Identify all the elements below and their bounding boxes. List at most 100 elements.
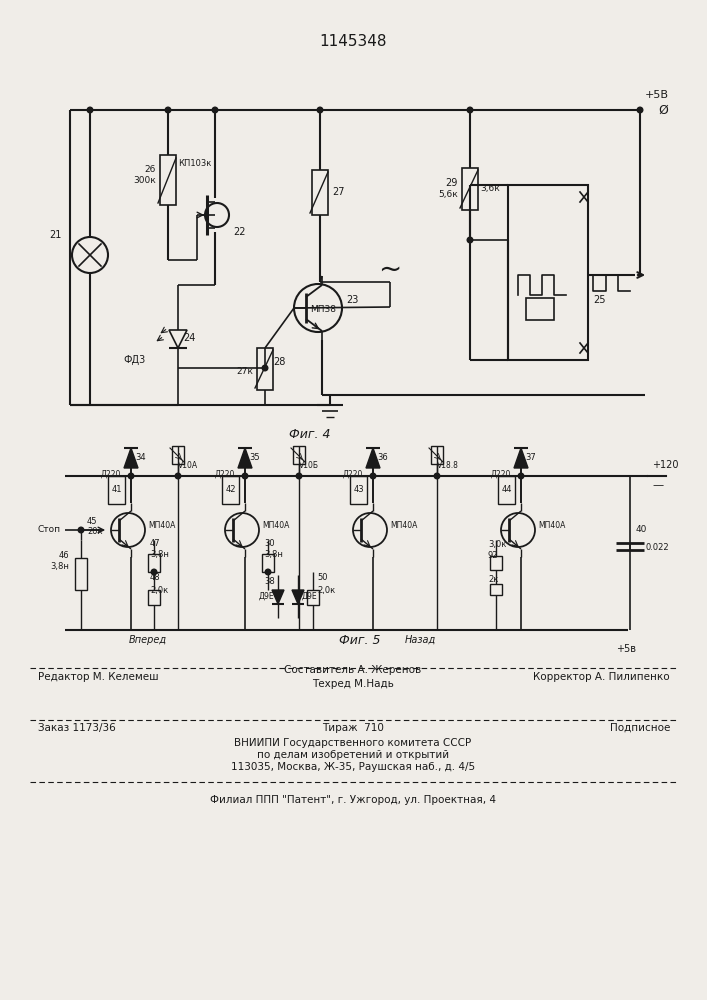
Polygon shape	[514, 448, 528, 468]
Text: 37: 37	[525, 454, 536, 462]
Text: V10А: V10А	[178, 461, 198, 470]
Text: 46: 46	[59, 552, 69, 560]
Text: Ø: Ø	[658, 104, 668, 116]
Bar	[490, 556, 502, 570]
Bar	[148, 554, 160, 572]
Text: 20к: 20к	[87, 528, 103, 536]
Text: КП103к: КП103к	[178, 158, 211, 167]
Text: 21: 21	[49, 230, 62, 240]
Text: V18.8: V18.8	[437, 461, 459, 470]
Text: 27к: 27к	[236, 367, 253, 376]
Text: 30: 30	[264, 540, 274, 548]
Bar	[75, 558, 87, 590]
Text: Д9Е: Д9Е	[258, 591, 274, 600]
Text: 36: 36	[377, 454, 387, 462]
Bar	[431, 446, 443, 464]
Circle shape	[212, 107, 218, 113]
Circle shape	[518, 473, 524, 479]
Text: V10Б: V10Б	[299, 461, 319, 470]
Text: МП40А: МП40А	[148, 522, 175, 530]
Text: +120: +120	[652, 460, 679, 470]
Text: Фиг. 4: Фиг. 4	[289, 428, 331, 442]
Text: ~: ~	[378, 256, 402, 284]
Circle shape	[434, 473, 440, 479]
Circle shape	[637, 107, 643, 113]
Circle shape	[467, 107, 473, 113]
Bar	[350, 476, 367, 504]
Circle shape	[262, 365, 268, 371]
Text: МП40А: МП40А	[262, 522, 289, 530]
Text: 50: 50	[317, 574, 327, 582]
Text: 42: 42	[226, 486, 235, 494]
Bar	[172, 446, 184, 464]
Text: 35: 35	[249, 454, 259, 462]
Text: по делам изобретений и открытий: по делам изобретений и открытий	[257, 750, 449, 760]
Bar	[312, 170, 328, 215]
Text: 40: 40	[636, 526, 648, 534]
Circle shape	[128, 473, 134, 479]
Bar	[160, 155, 176, 205]
Polygon shape	[124, 448, 138, 468]
Text: Д220: Д220	[215, 470, 235, 479]
Bar	[490, 584, 502, 595]
Circle shape	[175, 473, 181, 479]
Text: Назад: Назад	[404, 635, 436, 645]
Text: Вперед: Вперед	[129, 635, 167, 645]
Text: ВНИИПИ Государственного комитета СССР: ВНИИПИ Государственного комитета СССР	[235, 738, 472, 748]
Text: Корректор А. Пилипенко: Корректор А. Пилипенко	[533, 672, 670, 682]
Text: 3,6к: 3,6к	[480, 184, 500, 192]
Text: МП40А: МП40А	[390, 522, 417, 530]
Circle shape	[317, 107, 323, 113]
Text: —: —	[652, 480, 663, 490]
Text: 2,0к: 2,0к	[150, 585, 168, 594]
Text: 5,6к: 5,6к	[438, 190, 458, 200]
Text: Д220: Д220	[100, 470, 121, 479]
Text: 0.022: 0.022	[646, 542, 670, 552]
Text: 28: 28	[273, 357, 286, 367]
Text: 3,8н: 3,8н	[150, 550, 169, 558]
Text: Составитель А. Жеренов: Составитель А. Жеренов	[284, 665, 421, 675]
Text: 48: 48	[150, 574, 160, 582]
Bar	[508, 185, 588, 360]
Text: 3,8н: 3,8н	[264, 550, 283, 558]
Circle shape	[151, 569, 157, 575]
Polygon shape	[292, 590, 304, 604]
Text: 27: 27	[332, 187, 344, 197]
Text: Д9Е: Д9Е	[302, 591, 317, 600]
Bar	[462, 168, 478, 210]
Text: 26
300к: 26 300к	[133, 165, 156, 185]
Polygon shape	[366, 448, 380, 468]
Text: Филиал ППП "Патент", г. Ужгород, ул. Проектная, 4: Филиал ППП "Патент", г. Ужгород, ул. Про…	[210, 795, 496, 805]
Text: Техред М.Надь: Техред М.Надь	[312, 679, 394, 689]
Circle shape	[467, 237, 473, 243]
Text: Подписное: Подписное	[609, 723, 670, 733]
Text: Редактор М. Келемеш: Редактор М. Келемеш	[38, 672, 158, 682]
Text: 25: 25	[593, 295, 605, 305]
Text: 2к: 2к	[488, 576, 498, 584]
Text: Тираж  710: Тираж 710	[322, 723, 384, 733]
Bar	[148, 590, 160, 605]
Text: 34: 34	[135, 454, 146, 462]
Circle shape	[87, 107, 93, 113]
Text: 2,0к: 2,0к	[317, 585, 335, 594]
Text: +5B: +5B	[645, 90, 669, 100]
Text: Стоп: Стоп	[38, 526, 61, 534]
Circle shape	[296, 473, 302, 479]
Circle shape	[243, 473, 247, 479]
Text: 23: 23	[346, 295, 358, 305]
Circle shape	[165, 107, 171, 113]
Polygon shape	[238, 448, 252, 468]
Text: ФД3: ФД3	[124, 355, 146, 365]
Circle shape	[370, 473, 376, 479]
Text: 3,8н: 3,8н	[50, 562, 69, 572]
Text: +5в: +5в	[616, 644, 636, 654]
Bar	[222, 476, 239, 504]
Text: 22: 22	[233, 227, 245, 237]
Text: 45: 45	[87, 518, 98, 526]
Text: 29: 29	[445, 178, 458, 188]
Text: 24: 24	[183, 333, 195, 343]
Bar	[257, 348, 273, 390]
Text: 44: 44	[501, 486, 512, 494]
Text: Фиг. 5: Фиг. 5	[339, 634, 381, 647]
Text: 1145348: 1145348	[320, 34, 387, 49]
